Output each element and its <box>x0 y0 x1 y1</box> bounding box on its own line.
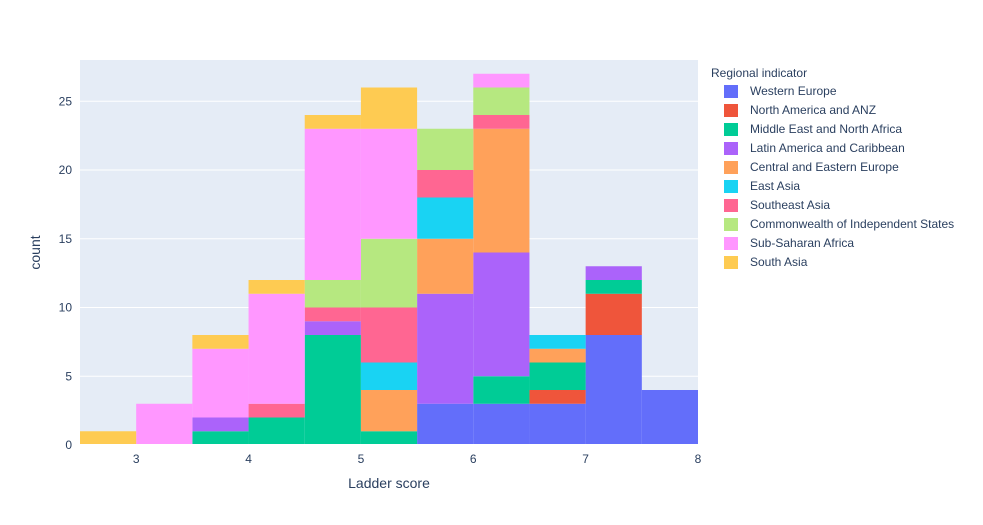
legend-swatch <box>724 256 738 269</box>
bar-segment <box>417 197 474 239</box>
bar-segment <box>529 335 586 349</box>
bar-segment <box>529 390 586 404</box>
bar-segment <box>473 73 530 88</box>
legend-label: North America and ANZ <box>750 103 876 117</box>
legend-label: South Asia <box>750 255 808 269</box>
legend-label: Central and Eastern Europe <box>750 160 899 174</box>
bar-segment <box>304 335 361 445</box>
y-axis-ticks: 0 5 10 15 20 25 <box>59 94 73 452</box>
legend-item[interactable]: Commonwealth of Independent States <box>724 217 954 231</box>
legend-swatch <box>724 142 738 155</box>
bar-segment <box>529 348 586 363</box>
bar-segment <box>585 335 642 445</box>
legend-swatch <box>724 237 738 250</box>
legend-label: Sub-Saharan Africa <box>750 236 854 250</box>
bar-segment <box>360 431 418 445</box>
legend-title: Regional indicator <box>711 66 807 80</box>
legend-item[interactable]: Latin America and Caribbean <box>724 141 905 155</box>
y-axis-title: count <box>27 235 43 269</box>
y-tick-label: 10 <box>59 301 73 315</box>
legend-swatch <box>724 85 738 98</box>
x-tick-label: 8 <box>695 452 702 466</box>
legend-label: Latin America and Caribbean <box>750 141 905 155</box>
legend-label: Middle East and North Africa <box>750 122 902 136</box>
bar-segment <box>360 238 418 308</box>
bar-segment <box>585 280 642 294</box>
bar-segment <box>360 87 418 129</box>
x-tick-label: 6 <box>470 452 477 466</box>
legend-label: East Asia <box>750 179 800 193</box>
y-tick-label: 15 <box>59 232 73 246</box>
x-axis-title: Ladder score <box>348 475 430 491</box>
bars-group <box>80 73 698 446</box>
legend-item[interactable]: East Asia <box>724 179 800 193</box>
legend-label: Western Europe <box>750 84 837 98</box>
legend-swatch <box>724 123 738 136</box>
bar-segment <box>192 431 249 445</box>
bar-segment <box>360 362 418 390</box>
bar-segment <box>473 403 530 445</box>
legend-label: Commonwealth of Independent States <box>750 217 954 231</box>
bar-segment <box>304 115 361 129</box>
x-tick-label: 7 <box>582 452 589 466</box>
legend-label: Southeast Asia <box>750 198 830 212</box>
bar-segment <box>136 403 193 445</box>
legend-swatch <box>724 218 738 231</box>
legend-item[interactable]: South Asia <box>724 255 808 269</box>
legend-item[interactable]: Sub-Saharan Africa <box>724 236 854 250</box>
y-tick-label: 0 <box>65 438 72 452</box>
legend-item[interactable]: North America and ANZ <box>724 103 876 117</box>
bar-segment <box>417 403 474 445</box>
bar-segment <box>473 87 530 115</box>
bar-segment <box>529 403 586 445</box>
legend-swatch <box>724 199 738 212</box>
bar-segment <box>473 252 530 377</box>
y-tick-label: 25 <box>59 94 73 108</box>
bar-segment <box>248 293 305 404</box>
bar-segment <box>304 321 361 335</box>
legend-swatch <box>724 104 738 117</box>
bar-segment <box>417 238 474 294</box>
bar-segment <box>360 128 418 239</box>
bar-segment <box>360 390 418 432</box>
bar-segment <box>304 307 361 322</box>
y-tick-label: 20 <box>59 163 73 177</box>
bar-segment <box>473 128 530 253</box>
bar-segment <box>585 266 642 280</box>
bar-segment <box>360 307 418 363</box>
legend-item[interactable]: Western Europe <box>724 84 837 98</box>
bar-segment <box>192 417 249 432</box>
bar-segment <box>473 376 530 404</box>
bar-segment <box>248 417 305 445</box>
x-axis-ticks: 3 4 5 6 7 8 <box>133 452 702 466</box>
bar-segment <box>529 362 586 390</box>
legend-item[interactable]: Central and Eastern Europe <box>724 160 899 174</box>
bar-segment <box>304 128 361 280</box>
bar-segment <box>80 431 137 445</box>
legend-swatch <box>724 180 738 193</box>
x-tick-label: 3 <box>133 452 140 466</box>
x-tick-label: 4 <box>245 452 252 466</box>
bar-segment <box>641 390 698 445</box>
legend: Regional indicator Western Europe North A… <box>711 66 954 269</box>
legend-swatch <box>724 161 738 174</box>
bar-segment <box>473 115 530 129</box>
bar-segment <box>248 280 305 294</box>
legend-item[interactable]: Middle East and North Africa <box>724 122 902 136</box>
bar-segment <box>585 293 642 335</box>
bar-segment <box>417 170 474 198</box>
y-tick-label: 5 <box>65 369 72 383</box>
legend-item[interactable]: Southeast Asia <box>724 198 830 212</box>
bar-segment <box>417 293 474 404</box>
bar-segment <box>417 128 474 170</box>
bar-segment <box>192 348 249 418</box>
x-tick-label: 5 <box>358 452 365 466</box>
bar-segment <box>304 280 361 308</box>
bar-segment <box>192 335 249 349</box>
bar-segment <box>248 403 305 418</box>
